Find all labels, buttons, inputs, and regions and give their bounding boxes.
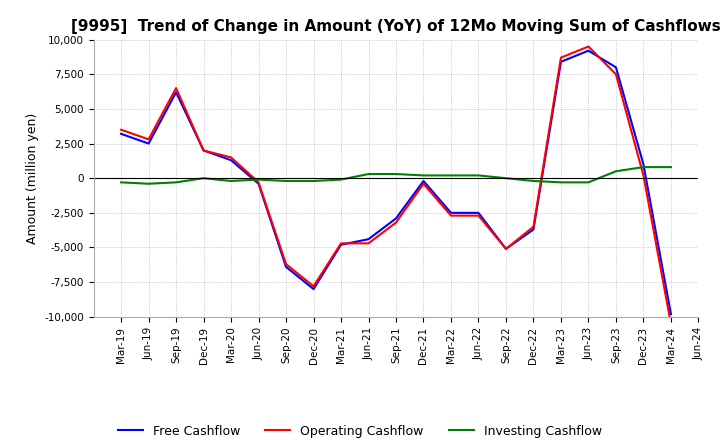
Investing Cashflow <box>337 177 346 182</box>
Investing Cashflow <box>474 173 483 178</box>
Operating Cashflow <box>144 137 153 142</box>
Free Cashflow <box>502 246 510 252</box>
Operating Cashflow <box>611 72 620 77</box>
Investing Cashflow <box>392 172 400 177</box>
Operating Cashflow <box>419 181 428 187</box>
Investing Cashflow <box>199 176 208 181</box>
Investing Cashflow <box>227 178 235 183</box>
Free Cashflow <box>529 227 538 232</box>
Free Cashflow <box>474 210 483 216</box>
Free Cashflow <box>584 48 593 53</box>
Free Cashflow <box>254 181 263 187</box>
Operating Cashflow <box>584 44 593 49</box>
Investing Cashflow <box>446 173 455 178</box>
Investing Cashflow <box>172 180 181 185</box>
Free Cashflow <box>117 131 125 136</box>
Investing Cashflow <box>557 180 565 185</box>
Operating Cashflow <box>557 55 565 60</box>
Free Cashflow <box>172 90 181 95</box>
Operating Cashflow <box>529 224 538 229</box>
Free Cashflow <box>446 210 455 216</box>
Operating Cashflow <box>227 155 235 160</box>
Investing Cashflow <box>144 181 153 187</box>
Operating Cashflow <box>199 148 208 153</box>
Free Cashflow <box>392 216 400 221</box>
Investing Cashflow <box>364 172 373 177</box>
Investing Cashflow <box>611 169 620 174</box>
Free Cashflow <box>309 286 318 292</box>
Investing Cashflow <box>639 165 648 170</box>
Line: Operating Cashflow: Operating Cashflow <box>121 47 671 324</box>
Investing Cashflow <box>254 177 263 182</box>
Free Cashflow <box>419 178 428 183</box>
Free Cashflow <box>667 312 675 317</box>
Y-axis label: Amount (million yen): Amount (million yen) <box>26 113 39 244</box>
Operating Cashflow <box>639 173 648 178</box>
Operating Cashflow <box>446 213 455 218</box>
Investing Cashflow <box>419 173 428 178</box>
Investing Cashflow <box>282 178 290 183</box>
Free Cashflow <box>337 242 346 247</box>
Free Cashflow <box>199 148 208 153</box>
Operating Cashflow <box>172 85 181 91</box>
Investing Cashflow <box>667 165 675 170</box>
Investing Cashflow <box>502 176 510 181</box>
Free Cashflow <box>557 59 565 64</box>
Operating Cashflow <box>337 241 346 246</box>
Free Cashflow <box>282 264 290 270</box>
Free Cashflow <box>611 65 620 70</box>
Operating Cashflow <box>309 284 318 289</box>
Operating Cashflow <box>117 127 125 132</box>
Operating Cashflow <box>282 261 290 267</box>
Operating Cashflow <box>502 246 510 252</box>
Investing Cashflow <box>117 180 125 185</box>
Operating Cashflow <box>364 241 373 246</box>
Title: [9995]  Trend of Change in Amount (YoY) of 12Mo Moving Sum of Cashflows: [9995] Trend of Change in Amount (YoY) o… <box>71 19 720 34</box>
Free Cashflow <box>144 141 153 146</box>
Line: Investing Cashflow: Investing Cashflow <box>121 167 671 184</box>
Operating Cashflow <box>667 321 675 326</box>
Operating Cashflow <box>474 213 483 218</box>
Free Cashflow <box>364 237 373 242</box>
Investing Cashflow <box>584 180 593 185</box>
Free Cashflow <box>227 158 235 163</box>
Investing Cashflow <box>309 178 318 183</box>
Line: Free Cashflow: Free Cashflow <box>121 51 671 314</box>
Free Cashflow <box>639 161 648 167</box>
Operating Cashflow <box>254 180 263 185</box>
Investing Cashflow <box>529 178 538 183</box>
Legend: Free Cashflow, Operating Cashflow, Investing Cashflow: Free Cashflow, Operating Cashflow, Inves… <box>113 420 607 440</box>
Operating Cashflow <box>392 220 400 225</box>
